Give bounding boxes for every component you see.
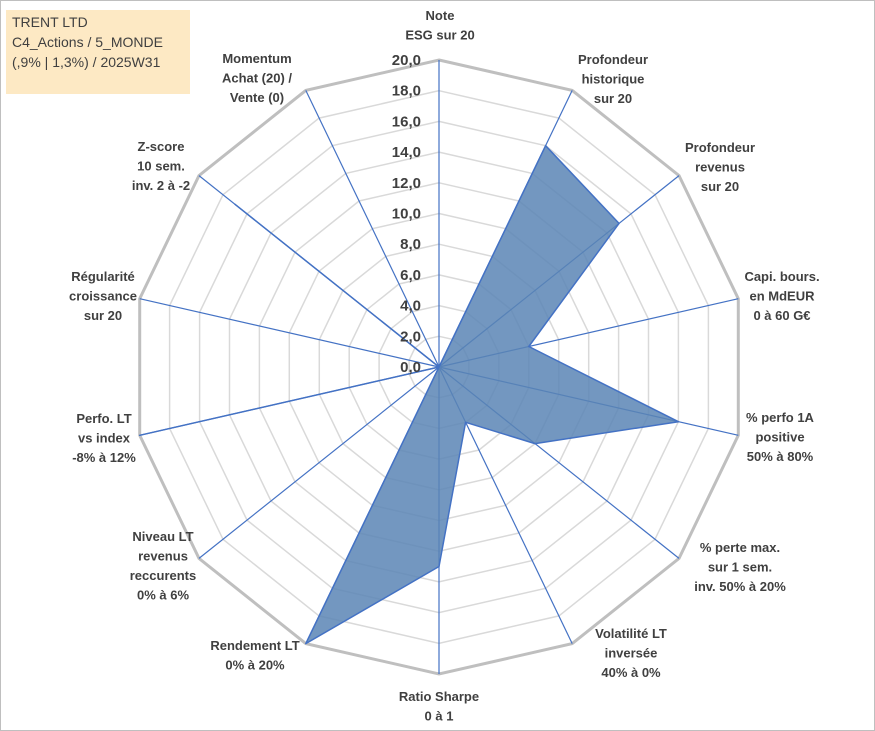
tick-label-4: 8,0 bbox=[400, 236, 421, 253]
axis-label-2-line-2: sur 20 bbox=[701, 179, 739, 194]
axis-label-13-line-0: Momentum bbox=[222, 51, 291, 66]
axis-label-9-line-1: revenus bbox=[138, 549, 188, 564]
axis-label-9-line-3: 0% à 6% bbox=[137, 588, 189, 603]
axis-label-7-line-0: Ratio Sharpe bbox=[399, 689, 479, 704]
axis-label-4-line-0: % perfo 1A bbox=[746, 410, 815, 425]
title-line-1: TRENT LTD bbox=[12, 14, 88, 30]
axis-label-7-line-1: 0 à 1 bbox=[425, 709, 454, 724]
axis-label-9: Niveau LT revenus reccurents 0% à 6% bbox=[130, 529, 196, 603]
series-area bbox=[138, 144, 680, 645]
axis-label-8-line-0: Rendement LT bbox=[210, 638, 299, 653]
axis-label-6-line-1: inversée bbox=[605, 646, 658, 661]
axis-label-13: Momentum Achat (20) / Vente (0) bbox=[222, 51, 292, 105]
radar-tick-labels: 0,0 2,0 4,0 6,0 8,0 10,0 12,0 14,0 16,0 18,0 20,0 bbox=[392, 52, 421, 376]
tick-label-2: 4,0 bbox=[400, 298, 421, 315]
axis-label-11-line-0: Régularité bbox=[71, 269, 135, 284]
axis-label-12-line-1: 10 sem. bbox=[137, 159, 185, 174]
axis-label-12: Z-score 10 sem. inv. 2 à -2 bbox=[132, 139, 190, 193]
spoke-9 bbox=[198, 366, 440, 559]
axis-label-10-line-1: vs index bbox=[78, 431, 131, 446]
axis-label-13-line-1: Achat (20) / bbox=[222, 71, 292, 86]
axis-label-3-line-1: en MdEUR bbox=[750, 289, 816, 304]
axis-label-10-line-2: -8% à 12% bbox=[72, 450, 136, 465]
axis-label-11: Régularité croissance sur 20 bbox=[69, 269, 137, 323]
axis-label-2: Profondeur revenus sur 20 bbox=[685, 140, 755, 194]
axis-label-0-line-0: Note bbox=[426, 8, 455, 23]
tick-label-1: 2,0 bbox=[400, 328, 421, 345]
axis-label-4: % perfo 1A positive 50% à 80% bbox=[746, 410, 815, 464]
chart-title-box: TRENT LTD C4_Actions / 5_MONDE (,9% | 1,… bbox=[6, 10, 190, 94]
tick-label-0: 0,0 bbox=[400, 359, 421, 376]
axis-label-12-line-2: inv. 2 à -2 bbox=[132, 178, 190, 193]
axis-label-5-line-1: sur 1 sem. bbox=[708, 560, 772, 575]
axis-label-5-line-2: inv. 50% à 20% bbox=[694, 579, 786, 594]
axis-label-8-line-1: 0% à 20% bbox=[225, 658, 285, 673]
axis-label-8: Rendement LT 0% à 20% bbox=[210, 638, 299, 673]
axis-label-6-line-2: 40% à 0% bbox=[601, 665, 661, 680]
tick-label-5: 10,0 bbox=[392, 206, 421, 223]
axis-label-5-line-0: % perte max. bbox=[700, 540, 780, 555]
axis-label-6-line-0: Volatilité LT bbox=[595, 626, 667, 641]
axis-label-4-line-2: 50% à 80% bbox=[747, 449, 814, 464]
tick-label-3: 6,0 bbox=[400, 267, 421, 284]
spoke-13 bbox=[305, 90, 440, 368]
axis-label-10: Perfo. LT vs index -8% à 12% bbox=[72, 411, 136, 465]
axis-label-1: Profondeur historique sur 20 bbox=[578, 52, 648, 106]
axis-label-2-line-1: revenus bbox=[695, 160, 745, 175]
axis-label-2-line-0: Profondeur bbox=[685, 140, 755, 155]
axis-label-9-line-2: reccurents bbox=[130, 568, 196, 583]
axis-label-3-line-0: Capi. bours. bbox=[744, 269, 819, 284]
axis-label-1-line-1: historique bbox=[582, 72, 645, 87]
title-line-2: C4_Actions / 5_MONDE bbox=[12, 34, 163, 50]
axis-label-5: % perte max. sur 1 sem. inv. 50% à 20% bbox=[694, 540, 786, 594]
axis-label-3: Capi. bours. en MdEUR 0 à 60 G€ bbox=[744, 269, 819, 323]
axis-label-0: Note ESG sur 20 bbox=[405, 8, 474, 43]
axis-label-0-line-1: ESG sur 20 bbox=[405, 28, 474, 43]
axis-label-4-line-1: positive bbox=[755, 430, 804, 445]
axis-label-3-line-2: 0 à 60 G€ bbox=[753, 308, 810, 323]
axis-label-13-line-2: Vente (0) bbox=[230, 90, 284, 105]
axis-label-11-line-1: croissance bbox=[69, 289, 137, 304]
axis-label-10-line-0: Perfo. LT bbox=[76, 411, 131, 426]
radar-series bbox=[138, 144, 680, 645]
axis-label-11-line-2: sur 20 bbox=[84, 308, 122, 323]
tick-label-9: 18,0 bbox=[392, 83, 421, 100]
radar-axis-labels: Note ESG sur 20 Profondeur historique sur 20… bbox=[69, 8, 820, 724]
spoke-11 bbox=[139, 298, 440, 368]
axis-label-1-line-2: sur 20 bbox=[594, 91, 632, 106]
tick-label-7: 14,0 bbox=[392, 144, 421, 161]
axis-label-12-line-0: Z-score bbox=[138, 139, 185, 154]
axis-label-7: Ratio Sharpe 0 à 1 bbox=[399, 689, 479, 724]
tick-label-10: 20,0 bbox=[392, 52, 421, 69]
tick-label-6: 12,0 bbox=[392, 175, 421, 192]
axis-label-6: Volatilité LT inversée 40% à 0% bbox=[595, 626, 667, 680]
axis-label-1-line-0: Profondeur bbox=[578, 52, 648, 67]
tick-label-8: 16,0 bbox=[392, 113, 421, 130]
title-line-3: (,9% | 1,3%) / 2025W31 bbox=[12, 54, 161, 70]
axis-label-9-line-0: Niveau LT bbox=[132, 529, 193, 544]
